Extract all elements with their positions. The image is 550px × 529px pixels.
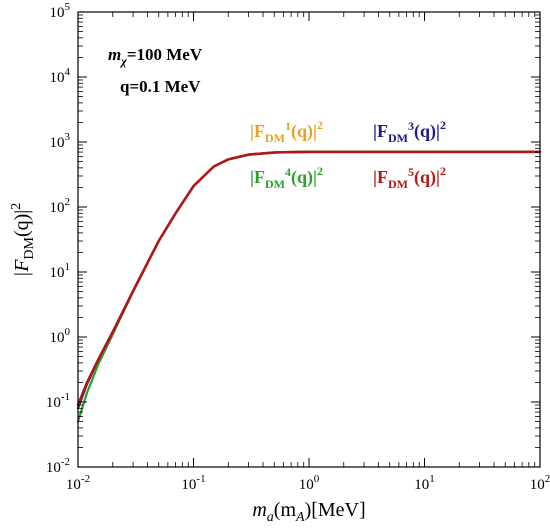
y-tick-label: 10-2 — [46, 456, 70, 476]
y-tick-label: 100 — [50, 326, 71, 346]
x-axis-label: ma(mA)[MeV] — [252, 499, 365, 525]
y-tick-label: 101 — [50, 261, 71, 281]
mass-annotation: mχ=100 MeV — [108, 45, 203, 68]
y-tick-label: 10-1 — [46, 391, 70, 411]
y-tick-label: 104 — [50, 66, 71, 86]
x-tick-label: 101 — [414, 473, 435, 493]
series-layer — [76, 150, 542, 423]
series-line-2 — [76, 150, 542, 410]
series-line-1 — [76, 150, 542, 407]
x-tick-label: 100 — [299, 473, 320, 493]
y-tick-label: 105 — [50, 1, 71, 21]
x-tick-label: 102 — [530, 473, 550, 493]
legend-entry-5: |FDM5(q)|2 — [373, 164, 446, 191]
legend-entry-3: |FDM3(q)|2 — [373, 118, 446, 145]
y-axis-label: |FDM(q)|2 — [9, 203, 37, 278]
y-tick-label: 102 — [50, 196, 71, 216]
y-tick-label: 103 — [50, 131, 71, 151]
tick-layer: 10-2 10-1 100 101 102 10-2 10-1 100 101 102 103 104… — [46, 1, 550, 493]
series-line-3 — [76, 150, 542, 423]
x-tick-label: 10-2 — [66, 473, 90, 493]
series-line-4 — [76, 150, 542, 407]
momentum-annotation: q=0.1 MeV — [120, 77, 201, 96]
legend-entry-4: |FDM4(q)|2 — [250, 164, 323, 191]
legend-entry-1: |FDM1(q)|2 — [250, 118, 323, 145]
x-tick-label: 10-1 — [181, 473, 205, 493]
